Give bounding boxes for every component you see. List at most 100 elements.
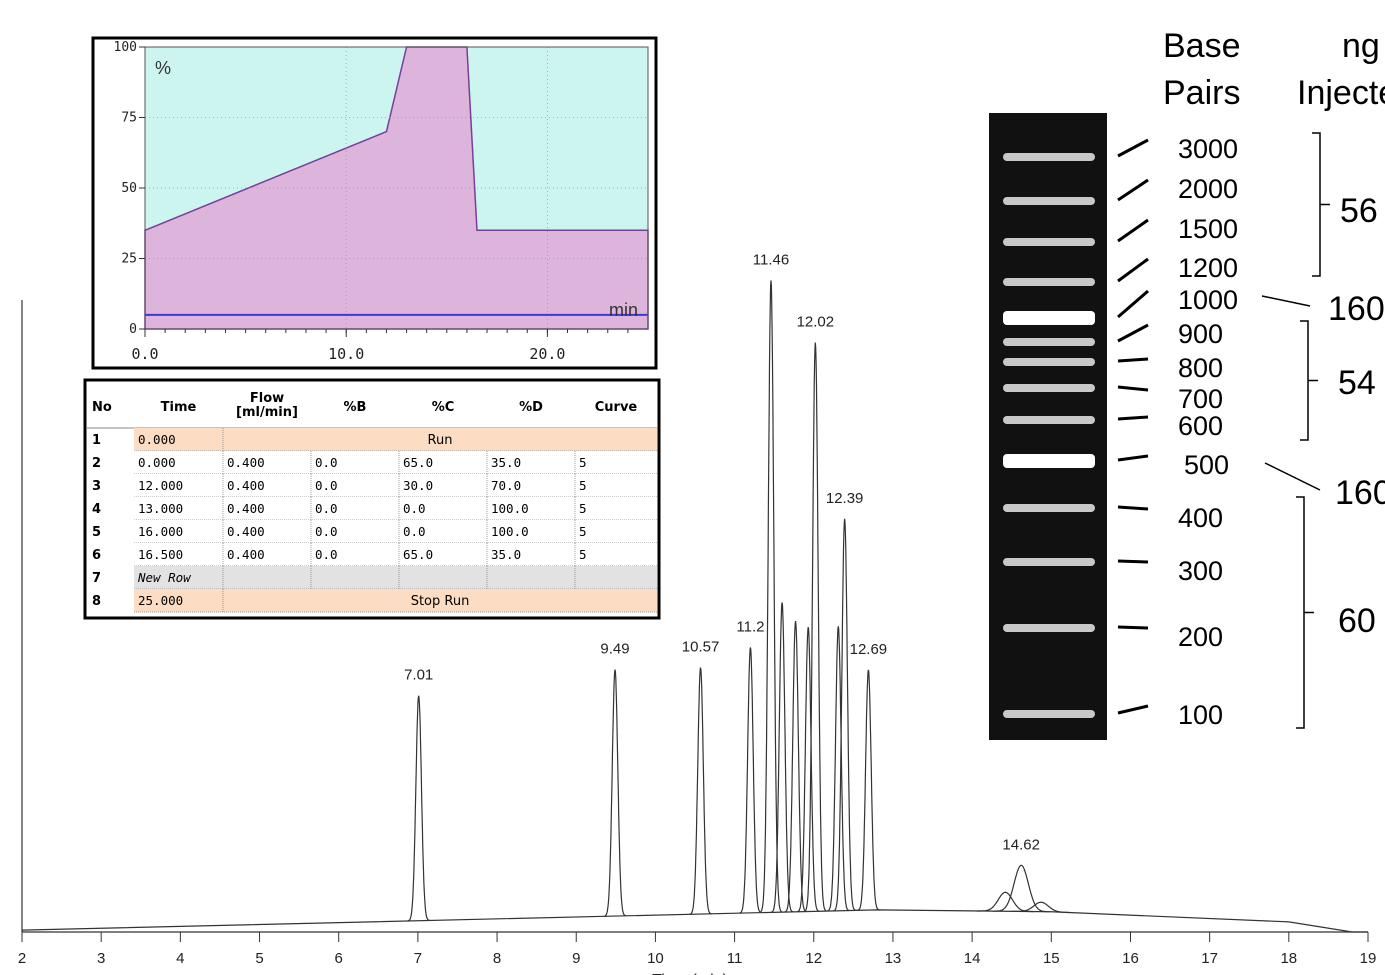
gel-band	[1003, 624, 1095, 632]
peak-label: 12.02	[797, 314, 835, 331]
cell: 0.400	[227, 524, 265, 539]
row-bg	[134, 520, 657, 543]
column-title: Pairs	[1163, 74, 1240, 112]
band-tick	[1117, 625, 1149, 630]
gel-band	[1003, 454, 1095, 468]
baseline-trace	[21, 909, 1368, 933]
cell: 0.400	[227, 478, 265, 493]
peak	[689, 667, 712, 915]
peak-label: 9.49	[600, 641, 629, 658]
x-tick-label: 12	[805, 950, 822, 967]
peak	[1012, 901, 1070, 914]
x-tick-label: 8	[493, 950, 501, 967]
x-tick-label: 0.0	[131, 345, 158, 363]
y-tick-label: 75	[121, 111, 137, 126]
cell: 70.0	[491, 478, 521, 493]
band-tick	[1117, 323, 1149, 343]
cell: 5	[579, 501, 587, 516]
band-label: 1200	[1178, 253, 1238, 283]
peak-label: 11.2	[736, 618, 764, 635]
column-header: %D	[519, 400, 543, 415]
x-tick-label: 18	[1280, 950, 1297, 967]
band-tick	[1117, 289, 1149, 319]
cell: 12.000	[138, 478, 183, 493]
cell: 0.0	[403, 501, 426, 516]
peak	[407, 695, 430, 922]
band-label: 100	[1178, 700, 1223, 730]
cell: 100.0	[491, 501, 529, 516]
cell: 0.000	[138, 455, 176, 470]
band-tick	[1117, 454, 1149, 462]
x-tick-label: 15	[1043, 950, 1060, 967]
band-tick	[1117, 357, 1149, 363]
gel-band	[1003, 338, 1095, 346]
row-bg	[134, 589, 657, 612]
row-bg	[134, 497, 657, 520]
x-tick-label: 14	[964, 950, 981, 967]
x-tick-label: 6	[335, 950, 343, 967]
band-tick	[1117, 178, 1149, 202]
column-header: Curve	[595, 400, 638, 415]
amount-label: 160	[1335, 474, 1385, 512]
row-number: 6	[92, 548, 101, 563]
cell: 5	[579, 455, 587, 470]
cell: 0.0	[403, 524, 426, 539]
cell: 100.0	[491, 524, 529, 539]
x-tick-label: 7	[414, 950, 422, 967]
band-label: 400	[1178, 503, 1223, 533]
cell: 0.0	[315, 455, 338, 470]
bracket	[1296, 496, 1314, 729]
pointer	[1264, 462, 1321, 491]
cell: 16.000	[138, 524, 183, 539]
column-header: %C	[432, 400, 455, 415]
column-title: ng	[1342, 27, 1380, 65]
row-number: 4	[92, 502, 101, 517]
gel-band	[1003, 710, 1095, 718]
column-header: No	[92, 400, 112, 415]
y-tick-label: 0	[129, 322, 137, 337]
cell: 5	[579, 547, 587, 562]
cell: New Row	[137, 570, 192, 585]
y-label: %	[155, 58, 171, 78]
band-tick	[1117, 505, 1149, 511]
cell: 65.0	[403, 455, 433, 470]
cell: 65.0	[403, 547, 433, 562]
band-tick	[1117, 559, 1149, 564]
peak-label: 12.69	[850, 641, 888, 658]
peak	[759, 280, 783, 913]
band-tick	[1117, 704, 1149, 715]
row-bg	[134, 474, 657, 497]
peak-label: 11.46	[753, 251, 789, 268]
peak	[857, 669, 880, 911]
x-tick-label: 10	[647, 950, 664, 967]
row-number: 1	[92, 433, 101, 448]
column-title: Injected	[1297, 74, 1385, 112]
cell: 35.0	[491, 455, 521, 470]
x-tick-label: 9	[572, 950, 580, 967]
gel-band	[1003, 197, 1095, 205]
x-axis-label: Time (min)	[652, 972, 728, 975]
x-tick-label: 3	[97, 950, 105, 967]
cell: 0.0	[315, 478, 338, 493]
peak	[796, 627, 820, 913]
cell: 0.0	[315, 501, 338, 516]
gel-band	[1003, 416, 1095, 424]
gel-image	[989, 113, 1107, 740]
band-label: 3000	[1178, 134, 1238, 164]
row-number: 7	[92, 571, 101, 586]
row-bg	[134, 428, 657, 451]
x-tick-label: 5	[255, 950, 263, 967]
column-header: %B	[344, 400, 367, 415]
amount-label: 160	[1328, 290, 1385, 328]
column-header: Flow	[250, 391, 284, 406]
cell: 0.000	[138, 432, 176, 447]
column-title: Base	[1163, 27, 1241, 65]
x-tick-label: 4	[176, 950, 184, 967]
gel-band	[1003, 311, 1095, 325]
span-cell: Run	[428, 433, 453, 448]
peak	[770, 602, 794, 913]
x-tick-label: 20.0	[529, 345, 565, 363]
bracket	[1300, 320, 1318, 441]
band-label: 300	[1178, 556, 1223, 586]
